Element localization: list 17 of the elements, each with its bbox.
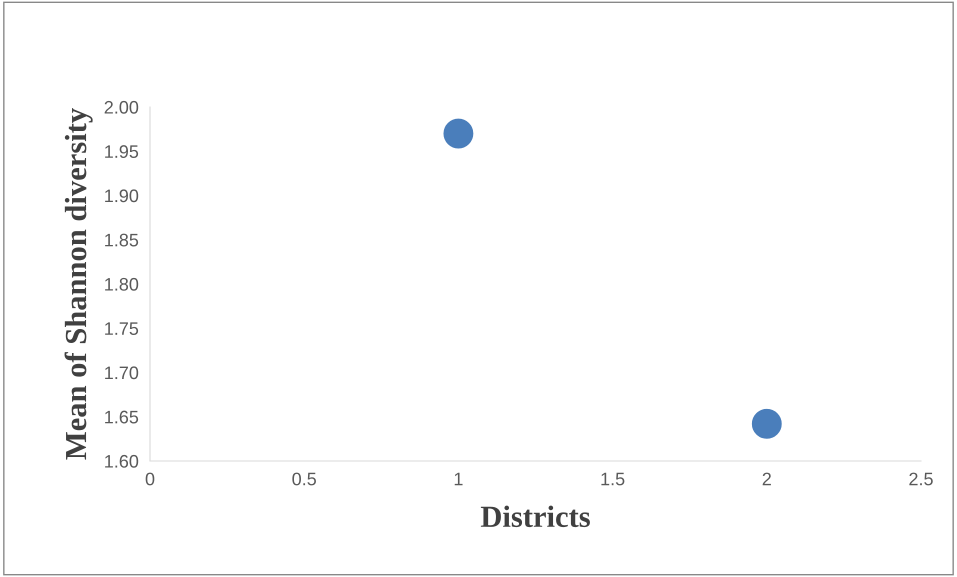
y-tick-label: 1.85 [105, 234, 138, 246]
y-tick-label: 1.90 [105, 189, 138, 202]
x-tick-label: 2 [762, 472, 771, 486]
y-tick-label: 1.65 [105, 410, 138, 424]
y-tick-label: 1.75 [105, 322, 138, 335]
x-tick-label: 1.5 [601, 472, 624, 486]
y-tick-label: 1.80 [105, 278, 138, 291]
x-tick-label: 2.5 [909, 472, 933, 486]
y-tick-label: 1.95 [105, 145, 138, 158]
y-tick-label: 1.60 [105, 454, 138, 468]
y-axis-title: Mean of Shannon diversity [64, 108, 93, 460]
x-tick-label: 0 [146, 472, 154, 486]
y-tick-label: 2.00 [104, 100, 138, 114]
x-tick-label: 1 [454, 472, 463, 486]
x-axis-title: Districts [480, 506, 590, 528]
x-tick-label: 0.5 [292, 472, 316, 486]
y-tick-label: 1.70 [105, 366, 138, 380]
